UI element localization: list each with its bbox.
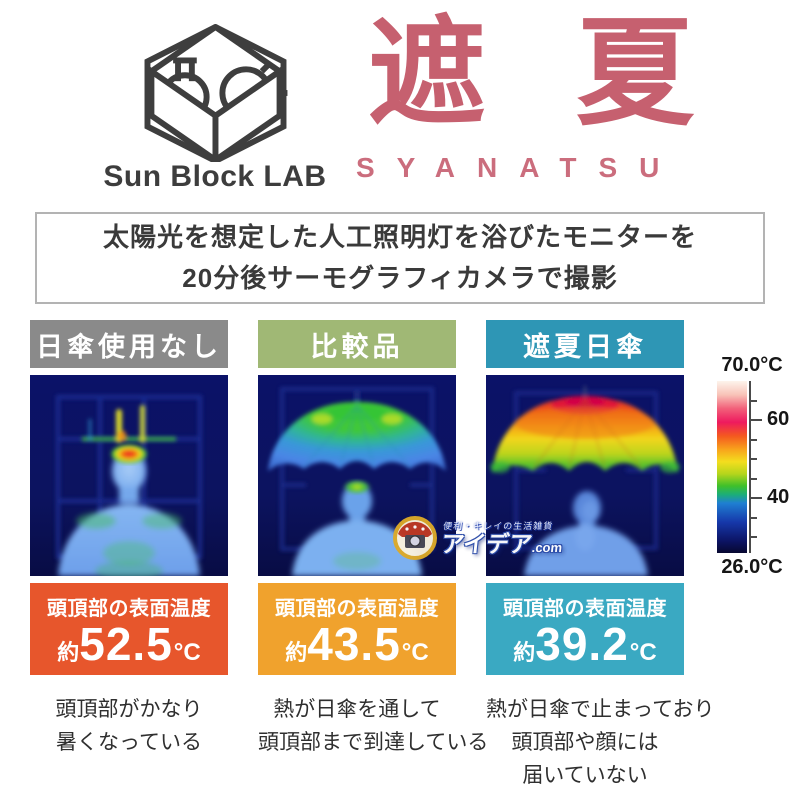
description-comparison: 熱が日傘を通して 頭頂部まで到達している: [258, 693, 489, 759]
description-line: 暑くなっている: [56, 731, 202, 755]
experiment-note-line1: 太陽光を想定した人工照明灯を浴びたモニターを: [102, 222, 697, 253]
watermark-camera-icon: [393, 516, 437, 560]
scale-tick: [749, 516, 757, 519]
description-line: 頭頂部まで到達している: [258, 731, 489, 755]
scale-tick-label: 40: [767, 486, 790, 509]
lab-hexagon-logo-icon: [144, 24, 288, 162]
temp-unit: °C: [401, 639, 429, 666]
column-header-no-parasol: 日傘使用なし: [30, 320, 228, 368]
scale-tick: [749, 399, 757, 402]
scale-tick: [749, 458, 757, 461]
watermark-domain: .com: [531, 540, 563, 556]
scale-tick: [749, 536, 757, 539]
column-header-comparison: 比較品: [258, 320, 456, 368]
temp-approx-prefix: 約: [57, 640, 80, 665]
scale-max-label: 70.0°C: [721, 354, 783, 376]
column-header-syanatsu: 遮夏日傘: [486, 320, 684, 368]
watermark-site-name: アイデア.com: [439, 531, 563, 558]
thermal-image-syanatsu-parasol: [486, 375, 684, 576]
description-line: 頭頂部がかなり: [55, 698, 203, 721]
scale-axis-line: [749, 381, 751, 553]
description-line: 熱が日傘を通して: [273, 698, 441, 721]
experiment-note-line2: 20分後サーモグラフィカメラで撮影: [182, 262, 618, 293]
temp-result-syanatsu: 頭頂部の表面温度 約 39.2 °C: [486, 583, 684, 675]
thermal-image-no-parasol: [30, 375, 228, 576]
experiment-note-box: 太陽光を想定した人工照明灯を浴びたモニターを 20分後サーモグラフィカメラで撮影: [35, 212, 765, 304]
product-title-kanji: 遮夏: [368, 8, 785, 140]
scale-tick: [749, 477, 757, 480]
temp-result-no-parasol: 頭頂部の表面温度 約 52.5 °C: [30, 583, 228, 675]
temp-unit: °C: [173, 639, 201, 666]
scale-tick: [749, 438, 757, 441]
temp-approx-prefix: 約: [285, 640, 308, 665]
scale-min-label: 26.0°C: [721, 556, 783, 578]
description-line: 熱が日傘で止まっており: [486, 698, 715, 721]
scale-tick: [749, 497, 762, 500]
thermal-color-scale: [717, 381, 747, 553]
description-no-parasol: 頭頂部がかなり 暑くなっている: [30, 693, 228, 759]
scale-tick: [749, 419, 762, 422]
temp-value: 43.5: [307, 618, 401, 670]
scale-tick-label: 60: [767, 408, 790, 431]
temp-result-label: 頭頂部の表面温度: [275, 598, 439, 620]
temp-result-label: 頭頂部の表面温度: [47, 598, 211, 620]
description-syanatsu: 熱が日傘で止まっており 頭頂部や顔には 届いていない: [486, 693, 715, 793]
temp-value: 52.5: [79, 618, 173, 670]
temp-value: 39.2: [535, 618, 629, 670]
product-title-roman: SYANATSU: [356, 152, 682, 183]
description-line: 頭頂部や顔には: [511, 731, 659, 755]
temp-unit: °C: [629, 639, 657, 666]
description-line: 届いていない: [522, 764, 648, 788]
scale-tick-rail: 60 40: [749, 381, 799, 553]
temp-result-label: 頭頂部の表面温度: [503, 598, 667, 620]
temp-result-comparison: 頭頂部の表面温度 約 43.5 °C: [258, 583, 456, 675]
brand-name: Sun Block LAB: [103, 160, 327, 193]
temp-approx-prefix: 約: [513, 640, 536, 665]
watermark: 便利・キレイの生活雑貨 アイデア.com: [392, 515, 563, 561]
